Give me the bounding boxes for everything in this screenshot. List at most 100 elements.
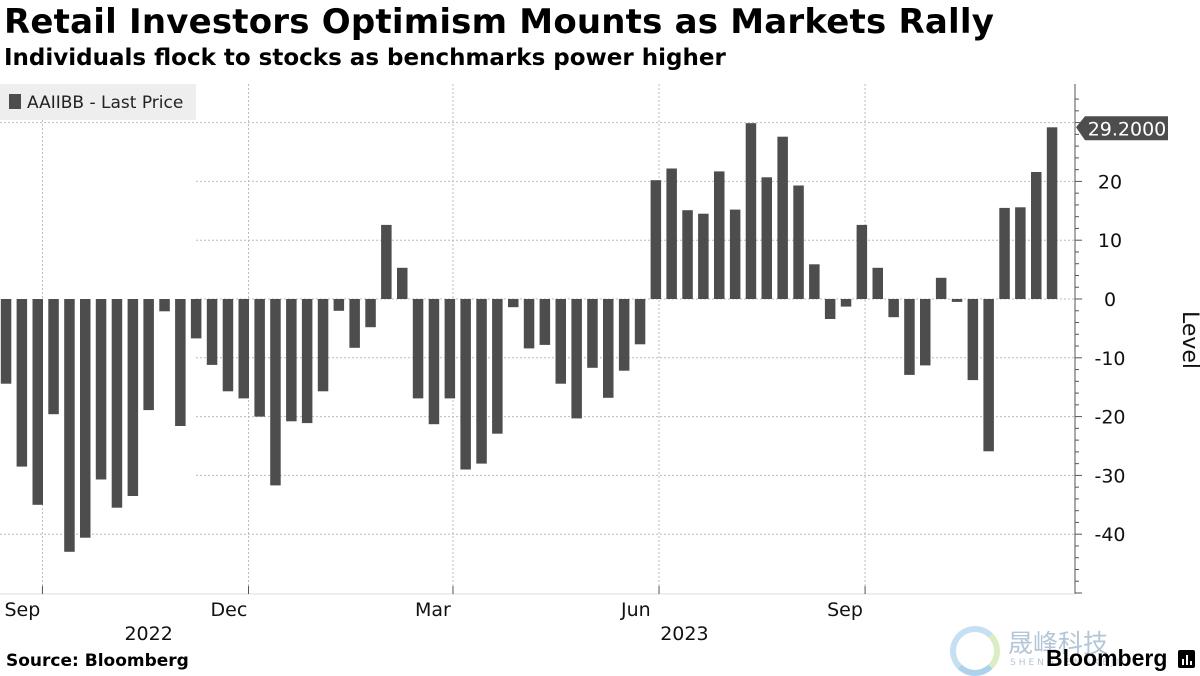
watermark: 晟峰科技 SHENGFENGKEJI (950, 624, 1150, 676)
x-tick-label: Jun (620, 599, 651, 621)
bar (412, 299, 424, 399)
bar (222, 299, 234, 392)
bar (539, 299, 551, 345)
bar (920, 299, 931, 366)
bar (571, 299, 582, 419)
bar (397, 267, 408, 299)
bar (111, 299, 123, 508)
bar (127, 299, 139, 496)
bar (634, 299, 646, 345)
bar (523, 299, 535, 349)
bar (983, 299, 994, 452)
bar (254, 299, 265, 417)
x-tick-label: Sep (4, 599, 40, 621)
bar (999, 207, 1010, 299)
bar (64, 299, 75, 552)
bar (618, 299, 630, 371)
bar (793, 185, 804, 299)
bar (682, 210, 693, 299)
legend-label: AAIIBB - Last Price (27, 93, 183, 113)
bar (492, 299, 503, 434)
bar (48, 299, 59, 415)
bar (824, 299, 836, 319)
bar (175, 299, 186, 426)
bar (476, 299, 487, 464)
bar (95, 299, 107, 480)
x-tick-label: Sep (827, 599, 863, 621)
bar (333, 299, 345, 311)
bar (460, 299, 471, 470)
legend: AAIIBB - Last Price (0, 84, 196, 120)
bar (888, 299, 899, 318)
y-tick-label: -10 (1094, 348, 1125, 370)
x-axis: Sep Dec Mar Jun Sep 2022 2023 (0, 586, 1075, 645)
y-tick-label: -30 (1094, 465, 1125, 487)
bar (0, 299, 12, 384)
bloomberg-mark-icon (1178, 650, 1195, 668)
y-tick-label: -20 (1094, 407, 1125, 429)
y-tick-label: 0 (1104, 289, 1116, 311)
legend-swatch (9, 94, 21, 109)
y-tick-label: 10 (1098, 230, 1122, 252)
bar (872, 267, 883, 299)
bloomberg-logo: Bloomberg (1046, 645, 1168, 671)
source-note: Source: Bloomberg (6, 651, 189, 671)
x-year-label: 2022 (124, 623, 172, 645)
bar (587, 299, 598, 368)
bar (80, 299, 91, 538)
chart-title: Retail Investors Optimism Mounts as Mark… (4, 2, 995, 42)
bar (286, 299, 297, 422)
bar (349, 299, 360, 348)
x-tick-label: Dec (211, 599, 248, 621)
bar (270, 299, 281, 486)
bar (777, 136, 788, 299)
bar (698, 213, 709, 299)
bar (904, 299, 915, 375)
bar (159, 299, 170, 312)
bar (761, 177, 772, 299)
y-tick-label: 20 (1098, 171, 1122, 193)
last-value-marker: 29.2000 (1076, 116, 1168, 141)
bar (1015, 207, 1026, 299)
watermark-logo-icon (950, 626, 1000, 676)
x-tick-label: Mar (415, 599, 451, 621)
bar (206, 299, 218, 365)
bar (951, 299, 963, 302)
bar (603, 299, 614, 398)
bar-series (0, 123, 1058, 552)
bar (714, 171, 725, 299)
last-value-label: 29.2000 (1088, 118, 1167, 140)
bar (428, 299, 440, 425)
last-value-badge (1076, 116, 1168, 141)
legend-background (0, 84, 196, 120)
bar (809, 264, 820, 299)
y-tick-label: -40 (1094, 524, 1125, 546)
bar (32, 299, 43, 505)
bar (856, 224, 868, 299)
bar (365, 299, 376, 328)
bar (555, 299, 566, 384)
bar (666, 168, 677, 299)
bar (16, 299, 28, 467)
grid-lines (0, 84, 1075, 594)
bar (1046, 127, 1058, 299)
watermark-subtext: SHENGFENGKEJI (1010, 658, 1123, 668)
bar (381, 224, 392, 299)
bar (317, 299, 329, 392)
bar (840, 299, 852, 307)
bar (190, 299, 202, 339)
bar (967, 299, 979, 381)
watermark-text: 晟峰科技 (1008, 629, 1109, 658)
bar (1031, 172, 1042, 299)
bar (729, 209, 741, 299)
bar (238, 299, 249, 399)
chart-subtitle: Individuals flock to stocks as benchmark… (4, 45, 726, 71)
bar (935, 277, 947, 299)
bar (745, 123, 757, 299)
x-year-label: 2023 (660, 623, 708, 645)
y-axis: 20 10 0 -10 -20 -30 -40 (1074, 84, 1126, 594)
y-axis-title: Level (1177, 311, 1200, 369)
bar (508, 299, 519, 308)
bar (650, 180, 662, 299)
